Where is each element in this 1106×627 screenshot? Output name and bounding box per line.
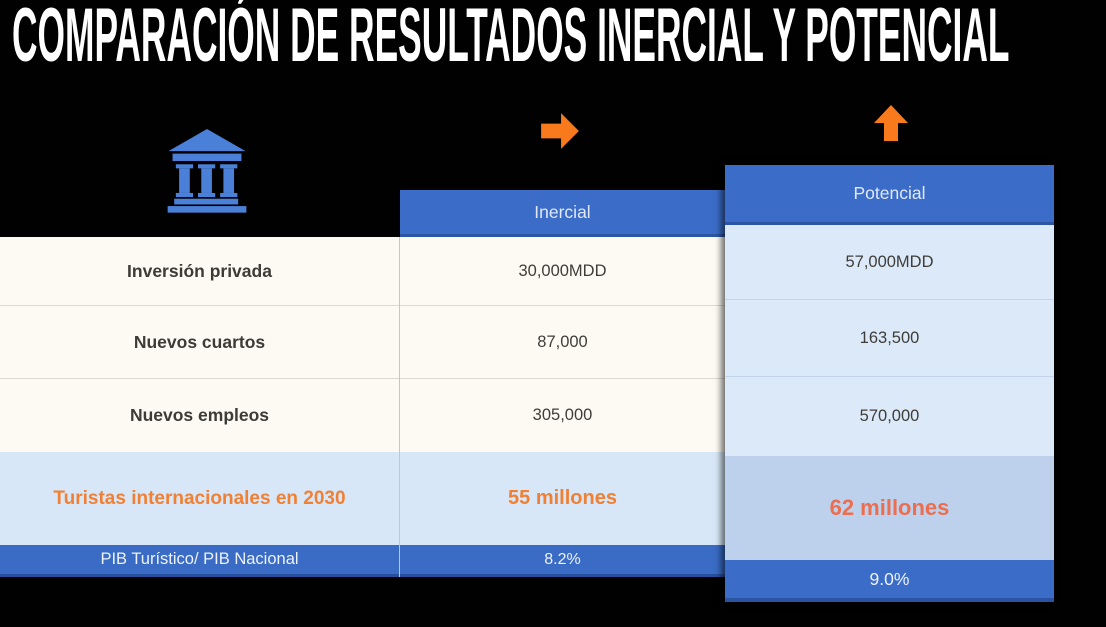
row-labels-column: Inversión privada Nuevos cuartos Nuevos … (0, 237, 400, 577)
inercial-inversion-value: 30,000MDD (400, 237, 725, 306)
potencial-pib-value: 9.0% (725, 560, 1054, 602)
inercial-turistas-value: 55 millones (400, 452, 725, 545)
potencial-empleos-value: 570,000 (725, 377, 1054, 456)
bank-icon (166, 126, 248, 214)
arrow-right-icon (541, 110, 579, 152)
row-label-nuevos-cuartos: Nuevos cuartos (0, 306, 399, 379)
inercial-pib-value: 8.2% (400, 545, 725, 577)
row-label-nuevos-empleos: Nuevos empleos (0, 379, 399, 452)
inercial-column-header: Inercial (400, 190, 725, 237)
row-label-pib: PIB Turístico/ PIB Nacional (0, 545, 399, 577)
potencial-turistas-value: 62 millones (725, 456, 1054, 560)
inercial-empleos-value: 305,000 (400, 379, 725, 452)
potencial-cuartos-value: 163,500 (725, 300, 1054, 377)
page-title: COMPARACIÓN DE RESULTADOS INERCIAL Y POT… (12, 0, 1010, 78)
row-label-inversion-privada: Inversión privada (0, 237, 399, 306)
inercial-column: Inercial 30,000MDD 87,000 305,000 55 mil… (400, 190, 725, 577)
potencial-column-header: Potencial (725, 165, 1054, 225)
arrow-up-icon (871, 104, 911, 142)
row-label-turistas-2030: Turistas internacionales en 2030 (0, 452, 399, 545)
potencial-inversion-value: 57,000MDD (725, 225, 1054, 300)
potencial-column: Potencial 57,000MDD 163,500 570,000 62 m… (725, 165, 1054, 602)
inercial-cuartos-value: 87,000 (400, 306, 725, 379)
